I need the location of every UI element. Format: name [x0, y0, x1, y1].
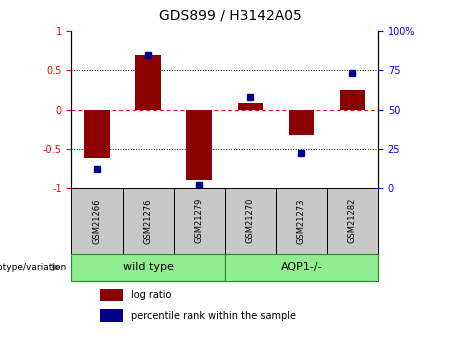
Bar: [71, 188, 123, 254]
Bar: [186, 110, 212, 180]
Bar: [100, 289, 123, 301]
Bar: [237, 103, 263, 110]
Text: GDS899 / H3142A05: GDS899 / H3142A05: [159, 9, 302, 23]
Bar: [225, 188, 276, 254]
Bar: [289, 110, 314, 135]
Bar: [276, 188, 327, 254]
Text: GSM21276: GSM21276: [143, 198, 153, 244]
Bar: [136, 55, 161, 110]
Bar: [84, 110, 110, 158]
Bar: [100, 309, 123, 322]
Text: log ratio: log ratio: [131, 290, 172, 300]
Bar: [71, 254, 225, 281]
Bar: [174, 188, 225, 254]
Bar: [340, 90, 365, 110]
Text: GSM21282: GSM21282: [348, 198, 357, 244]
Text: GSM21273: GSM21273: [297, 198, 306, 244]
Text: AQP1-/-: AQP1-/-: [281, 263, 322, 272]
Text: GSM21279: GSM21279: [195, 198, 204, 244]
Text: GSM21266: GSM21266: [93, 198, 101, 244]
Bar: [327, 188, 378, 254]
Bar: [225, 254, 378, 281]
Text: genotype/variation: genotype/variation: [0, 263, 67, 272]
Bar: [123, 188, 174, 254]
Text: wild type: wild type: [123, 263, 173, 272]
Text: percentile rank within the sample: percentile rank within the sample: [131, 311, 296, 321]
Text: GSM21270: GSM21270: [246, 198, 255, 244]
